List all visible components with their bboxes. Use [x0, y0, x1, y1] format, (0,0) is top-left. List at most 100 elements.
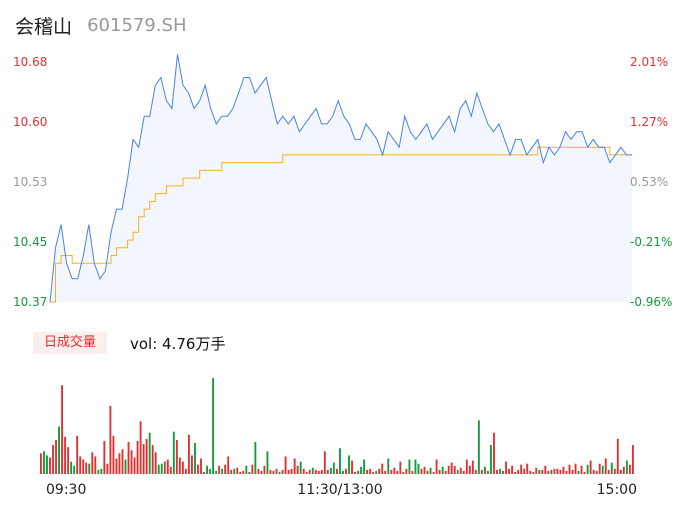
volume-bar	[260, 470, 263, 474]
volume-bar	[408, 459, 411, 474]
volume-bar	[320, 469, 323, 474]
volume-bar	[372, 471, 375, 474]
volume-bar	[184, 468, 187, 474]
volume-bar	[499, 468, 501, 474]
volume-bar	[535, 467, 538, 474]
volume-bar	[43, 451, 45, 474]
volume-bar	[323, 451, 326, 474]
volume-bar	[248, 471, 251, 474]
volume-bar	[178, 457, 181, 474]
stock-name: 会稽山	[15, 16, 73, 38]
volume-bar	[218, 465, 221, 474]
volume-bar	[357, 470, 359, 474]
volume-bar	[296, 465, 299, 474]
volume-bar	[559, 469, 562, 474]
volume-bar	[85, 462, 88, 474]
volume-bar	[127, 442, 130, 474]
volume-bar	[526, 463, 529, 474]
chart-header: 会稽山 601579.SH	[15, 12, 187, 40]
volume-bar	[245, 465, 248, 474]
volume-bar	[46, 455, 48, 474]
volume-bar	[278, 471, 281, 474]
volume-bar	[151, 445, 154, 474]
volume-bar	[477, 420, 480, 474]
price-line	[49, 54, 632, 303]
volume-bar	[429, 467, 432, 474]
average-price-line	[50, 146, 632, 303]
volume-bar	[378, 468, 381, 474]
percent-tick-label: 0.53%	[630, 175, 668, 189]
time-tick-label: 11:30/13:00	[297, 482, 382, 498]
volume-bar	[169, 466, 172, 474]
volume-bar	[275, 468, 278, 474]
volume-bar	[396, 470, 399, 474]
volume-bar	[474, 469, 477, 474]
volume-bar	[490, 445, 492, 474]
stock-code: 601579.SH	[87, 15, 187, 36]
volume-bar	[553, 468, 556, 474]
volume-bar	[613, 468, 616, 474]
volume-bar	[239, 471, 242, 474]
volume-bar	[209, 468, 212, 474]
volume-bar	[175, 439, 178, 474]
volume-bar	[103, 440, 106, 474]
volume-bar	[568, 464, 571, 474]
percent-tick-label: 1.27%	[630, 115, 668, 129]
volume-bar	[384, 470, 387, 474]
volume-bar	[393, 467, 396, 474]
volume-bar	[360, 466, 363, 474]
volume-bar	[399, 461, 402, 474]
volume-bar	[438, 469, 441, 474]
volume-bar	[351, 460, 353, 474]
volume-bar	[227, 456, 230, 474]
volume-bar	[302, 468, 305, 474]
volume-bar	[163, 461, 166, 474]
volume-bar	[538, 469, 541, 474]
volume-bar	[79, 456, 82, 474]
volume-bar	[61, 385, 64, 474]
volume-bar	[181, 461, 184, 474]
volume-bar	[375, 470, 378, 474]
volume-bar	[242, 470, 245, 474]
volume-bar	[625, 460, 628, 474]
volume-bar	[622, 466, 625, 474]
volume-bar	[417, 463, 420, 474]
volume-bar	[562, 466, 565, 474]
volume-bar	[212, 378, 215, 474]
volume-bar	[342, 470, 344, 474]
percent-axis: 2.01% 1.27% 0.53% -0.21% -0.96%	[630, 55, 672, 309]
volume-bar	[166, 459, 169, 474]
price-tick-label: 10.68	[13, 55, 47, 69]
volume-bar	[628, 464, 631, 474]
volume-bar	[502, 470, 504, 474]
volume-bar	[529, 470, 532, 474]
volume-bar	[565, 470, 568, 474]
volume-panel-label: 日成交量	[33, 332, 107, 354]
volume-bar	[354, 471, 356, 474]
volume-bar	[329, 467, 332, 474]
volume-bar	[381, 463, 384, 474]
volume-bar	[251, 464, 254, 474]
volume-bar	[82, 459, 85, 474]
volume-bar	[556, 468, 559, 474]
volume-bar	[100, 468, 103, 474]
volume-bar	[411, 470, 414, 474]
volume-bar	[194, 443, 196, 474]
volume-bar	[121, 449, 124, 474]
volume-bar	[465, 459, 468, 474]
volume-bar	[541, 469, 544, 474]
volume-bar	[287, 469, 290, 474]
volume-bar	[447, 465, 450, 474]
volume-bar	[453, 465, 456, 474]
volume-bar	[94, 456, 97, 474]
volume-bar	[299, 461, 302, 474]
time-axis: 09:30 11:30/13:00 15:00	[46, 482, 637, 498]
volume-bar	[187, 434, 190, 474]
volume-bar	[308, 469, 311, 474]
volume-bars	[40, 378, 634, 474]
volume-bar	[631, 445, 634, 474]
volume-bar	[206, 465, 208, 474]
volume-bar	[269, 469, 272, 474]
volume-bar	[483, 466, 486, 474]
volume-bar	[64, 436, 67, 474]
